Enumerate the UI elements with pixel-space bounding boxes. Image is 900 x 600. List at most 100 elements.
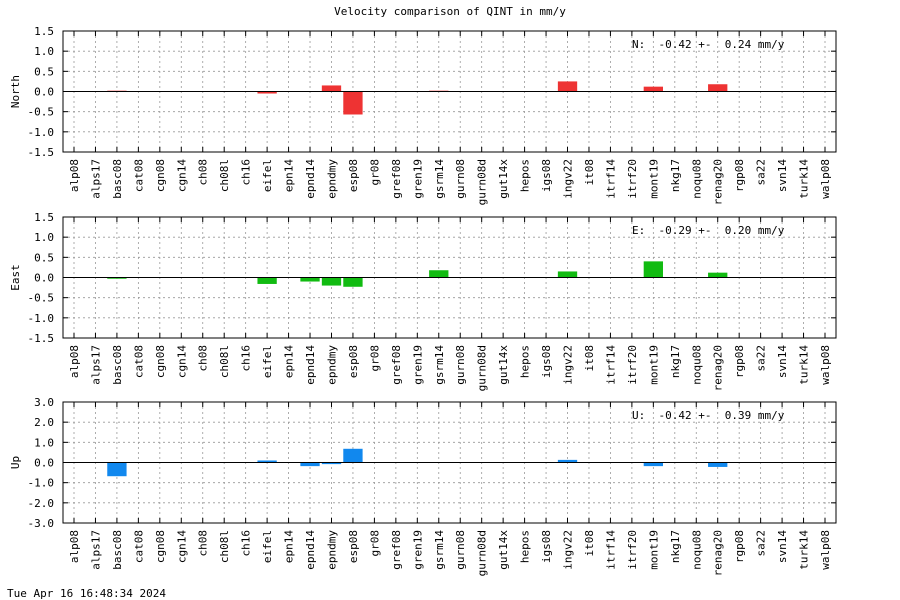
x-tick-label: ch16: [240, 345, 253, 372]
x-tick-label: esp08: [347, 530, 360, 563]
x-tick-label: it08: [583, 530, 596, 557]
x-tick-label: noqu08: [690, 159, 703, 199]
bar: [257, 460, 277, 463]
x-tick-label: eifel: [261, 345, 274, 378]
x-tick-label: noqu08: [690, 530, 703, 570]
bar: [557, 459, 578, 463]
x-tick-label: turk14: [798, 159, 811, 199]
x-tick-label: epndmy: [325, 159, 338, 199]
x-tick-label: basc08: [111, 530, 124, 570]
y-tick-label: -0.5: [28, 106, 55, 119]
x-tick-label: hepos: [519, 530, 532, 563]
plot-frame: [62, 216, 837, 339]
stats-annotation: U: -0.42 +- 0.39 mm/y: [632, 409, 785, 422]
y-axis-label: Up: [9, 456, 22, 469]
bar: [708, 84, 728, 92]
x-tick-label: ch08l: [218, 159, 231, 192]
x-tick-label: gurn08: [454, 345, 467, 385]
x-tick-label: cgn08: [154, 530, 167, 563]
y-tick-label: 1.0: [34, 231, 54, 244]
panel-east: 1.5 1.0 0.5 0.0 -0.5 -1.0 -1.5 alp08 alps17 basc0…: [9, 211, 837, 391]
x-tick-label: ch16: [240, 530, 253, 557]
y-tick-label: -1.0: [28, 477, 55, 490]
x-tick-label: gr08: [368, 159, 381, 186]
x-tick-label: gref08: [390, 530, 403, 570]
x-tick-label: ch08: [197, 345, 210, 372]
x-tick-label: gsrm14: [433, 530, 446, 570]
x-tick-label: cgn14: [175, 530, 188, 563]
x-tick-label: rgp08: [733, 530, 746, 563]
stats-annotation: N: -0.42 +- 0.24 mm/y: [632, 38, 785, 51]
x-tick-label: gurn08d: [476, 530, 489, 576]
x-tick-label: esp08: [347, 345, 360, 378]
bar: [343, 448, 363, 463]
x-tick-label: renag20: [712, 530, 725, 576]
x-tick-label: mont19: [647, 159, 660, 199]
x-tick-label: cgn14: [175, 345, 188, 378]
x-tick-label: walp08: [819, 345, 832, 385]
x-tick-label: itrf14: [604, 345, 617, 385]
y-tick-label: -2.0: [28, 497, 55, 510]
y-tick-label: 0.0: [34, 272, 54, 285]
x-tick-label: eifel: [261, 159, 274, 192]
x-tick-label: alps17: [89, 345, 102, 385]
x-tick-label: epn14: [283, 345, 296, 378]
x-tick-label: itrf14: [604, 530, 617, 570]
x-tick-label: ch16: [240, 159, 253, 186]
x-tick-label: rgp08: [733, 159, 746, 192]
x-tick-label: it08: [583, 159, 596, 186]
x-tick-label: ch08: [197, 159, 210, 186]
y-tick-label: 1.0: [34, 436, 54, 449]
bar: [107, 277, 127, 279]
y-axis-label: East: [9, 264, 22, 291]
x-tick-label: gut14x: [497, 530, 510, 570]
x-tick-label: cat08: [132, 159, 145, 192]
bar: [708, 272, 728, 278]
panel-up: 3.0 2.0 1.0 0.0 -1.0 -2.0 -3.0 alp08 alps17 basc0…: [9, 396, 837, 576]
x-tick-label: gref08: [390, 345, 403, 385]
bar: [643, 261, 663, 278]
bar: [321, 277, 342, 286]
x-tick-label: gurn08: [454, 530, 467, 570]
y-tick-label: -1.5: [28, 332, 55, 345]
x-tick-label: gref08: [390, 159, 403, 199]
x-tick-label: cgn08: [154, 159, 167, 192]
y-tick-label: -1.5: [28, 146, 55, 159]
bar: [708, 462, 728, 467]
x-tick-label: gr08: [368, 530, 381, 557]
x-tick-label: itrf20: [626, 159, 639, 199]
x-tick-label: alp08: [68, 345, 81, 378]
x-tick-label: gsrm14: [433, 345, 446, 385]
bar: [107, 462, 127, 477]
bar: [643, 86, 663, 92]
y-tick-label: 0.5: [34, 251, 54, 264]
y-tick-label: 1.0: [34, 45, 54, 58]
y-tick-label: 0.0: [34, 457, 54, 470]
x-tick-label: svn14: [776, 530, 789, 563]
x-tick-label: ingv22: [562, 530, 575, 570]
panel-north: 1.5 1.0 0.5 0.0 -0.5 -1.0 -1.5 alp08 alps17 basc0…: [9, 25, 837, 205]
x-tick-label: gurn08d: [476, 159, 489, 205]
stats-annotation: E: -0.29 +- 0.20 mm/y: [632, 224, 785, 237]
x-tick-label: turk14: [798, 345, 811, 385]
x-tick-label: mont19: [647, 530, 660, 570]
x-tick-label: epndmy: [325, 345, 338, 385]
x-tick-label: ch08l: [218, 530, 231, 563]
y-tick-label: -1.0: [28, 126, 55, 139]
x-tick-label: cat08: [132, 345, 145, 378]
x-tick-label: ch08l: [218, 345, 231, 378]
timestamp-footer: Tue Apr 16 16:48:34 2024: [7, 587, 166, 600]
x-tick-label: renag20: [712, 159, 725, 205]
x-tick-label: epnd14: [304, 159, 317, 199]
x-tick-label: basc08: [111, 159, 124, 199]
x-tick-label: epn14: [283, 159, 296, 192]
x-tick-label: eifel: [261, 530, 274, 563]
x-tick-label: igs08: [540, 530, 553, 563]
chart-title: Velocity comparison of QINT in mm/y: [334, 5, 566, 18]
x-tick-label: hepos: [519, 345, 532, 378]
x-tick-label: nkg17: [669, 159, 682, 192]
y-tick-label: -1.0: [28, 312, 55, 325]
x-tick-label: hepos: [519, 159, 532, 192]
y-tick-label: -3.0: [28, 517, 55, 530]
x-tick-label: alp08: [68, 530, 81, 563]
